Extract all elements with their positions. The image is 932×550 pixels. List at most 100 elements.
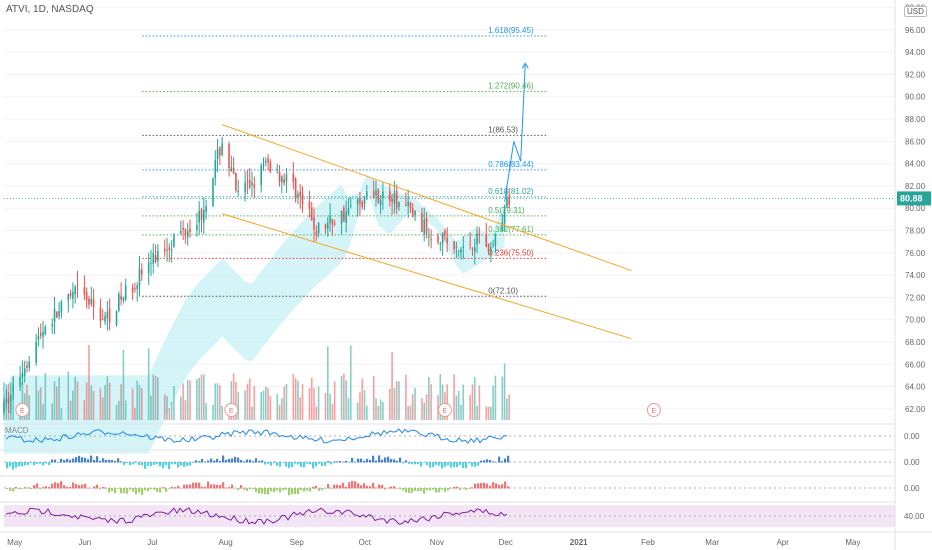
candle-body [294,178,297,199]
pane-histogram-bar [228,487,231,489]
volume-bar [108,382,111,420]
pane-histogram-bar [282,462,285,463]
pane-histogram-bar [297,462,300,465]
pane-histogram-bar [381,459,384,463]
pane-histogram-bar [387,456,390,463]
candle-body [264,161,267,163]
pane-histogram-bar [291,462,294,468]
volume-bar [455,395,458,420]
pane-histogram-bar [501,461,504,463]
candle-body [267,158,269,163]
candle-body [3,401,5,413]
pane-histogram-bar [201,486,204,489]
pane-histogram-bar [42,462,45,466]
pane-histogram-bar [384,488,387,490]
pane-histogram-bar [225,487,228,489]
candle-body [278,171,281,182]
pane-histogram-bar [135,461,138,463]
pane-histogram-bar [414,488,417,491]
price-tick-label: 86.00 [905,137,926,146]
pane-histogram-bar [21,488,24,490]
pane-histogram-bar [333,461,336,463]
pane-histogram-bar [6,462,9,469]
earnings-marker-label: E [442,408,447,415]
pane-histogram-bar [150,488,153,489]
pane-histogram-bar [357,458,360,463]
pane-histogram-bar [252,461,255,463]
pane-histogram-bar [249,488,252,490]
pane-histogram-bar [480,460,483,463]
volume-bar [425,394,428,420]
pane-histogram-bar [240,485,243,489]
pane-histogram-bar [345,486,348,489]
volume-bar [51,403,54,420]
candle-body [118,293,120,311]
price-tick-label: 74.00 [905,271,926,280]
pane-histogram-bar [300,462,303,468]
price-tick-label: 80.00 [905,204,926,213]
pane-histogram-bar [279,488,282,493]
pane-histogram-bar [168,488,171,489]
volume-bar [317,386,320,420]
pane-histogram-bar [159,462,162,467]
pane-histogram-bar [15,462,18,468]
candle-body [363,197,366,204]
candle-body [69,293,72,296]
pane-histogram-bar [477,483,480,489]
pane-histogram-bar [30,462,33,463]
volume-bar [251,406,253,420]
price-tick-label: 90.00 [905,93,926,102]
pane-histogram-bar [402,488,405,491]
pane-histogram-bar [15,487,18,489]
pane-histogram-bar [183,484,186,489]
volume-bar [140,388,143,420]
pane-histogram-bar [294,488,297,495]
pane-histogram-bar [75,484,78,489]
pane-histogram-bar [117,488,120,489]
candle-body [157,251,159,262]
pane-histogram-bar [240,460,243,463]
candle-body [37,335,40,340]
pane-histogram-bar [9,462,12,467]
pane-histogram-bar [24,487,27,489]
candle-body [260,165,262,186]
pane-histogram-bar [210,484,213,489]
pane-histogram-bar [330,462,333,465]
pane-histogram-bar [363,460,366,463]
pane-histogram-bar [288,488,291,496]
volume-bar [152,374,155,420]
candle-body [326,222,329,229]
pane-histogram-bar [450,487,453,489]
pane-histogram-bar [216,484,219,489]
pane-histogram-bar [327,461,330,463]
pane-histogram-bar [48,487,51,489]
pane-histogram-bar [480,483,483,489]
pane-histogram-bar [72,458,75,463]
candle-body [244,182,246,193]
time-tick-label: Feb [641,538,655,547]
candle-body [494,233,497,246]
candle-body [382,191,384,199]
volume-bar [230,381,233,420]
volume-bar [395,381,398,420]
pane-histogram-bar [120,461,123,463]
candle-body [421,213,423,232]
candle-body [428,236,430,238]
candle-body [35,342,37,363]
pane-histogram-bar [396,487,399,489]
candle-body [414,210,416,216]
volume-bar [235,381,237,420]
pane-histogram-bar [348,482,351,489]
volume-bar [76,381,79,420]
volume-bar [428,376,430,420]
candle-body [19,377,21,387]
currency-button[interactable]: USD [904,6,927,17]
indicator-cloud [4,174,505,454]
pane-histogram-bar [174,462,177,465]
pane-histogram-bar [177,485,180,489]
candle-body [140,269,143,275]
volume-bar [186,379,189,420]
volume-bar [267,387,269,420]
pane-histogram-bar [213,484,216,489]
